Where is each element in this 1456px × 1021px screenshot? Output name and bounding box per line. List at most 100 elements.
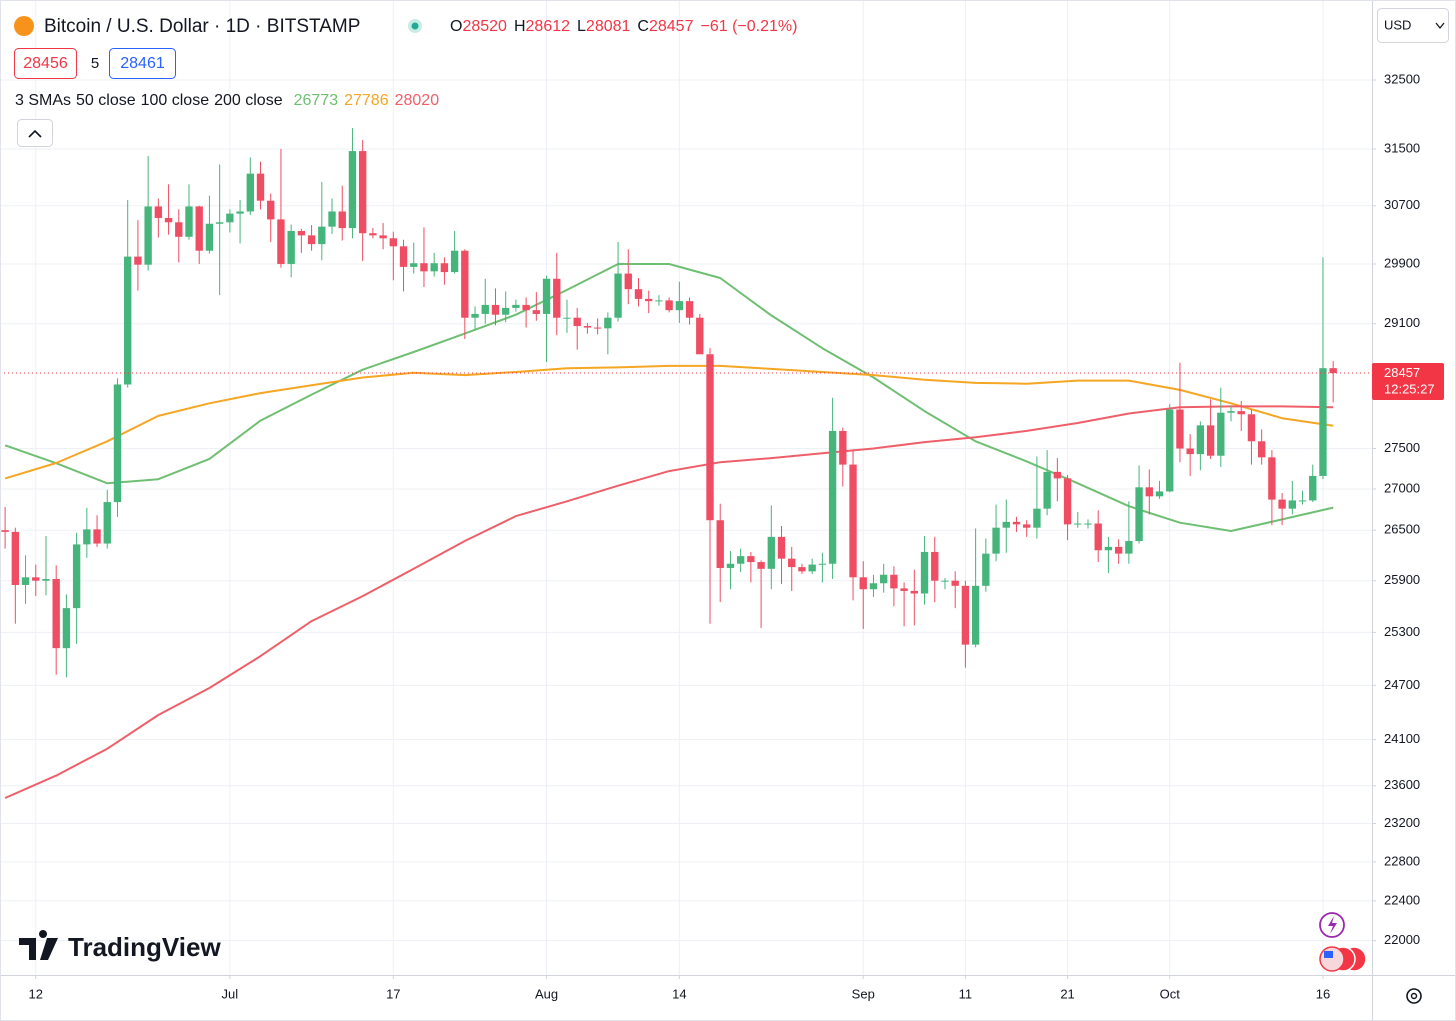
candle-body: [767, 536, 775, 569]
bid-box[interactable]: [14, 48, 77, 79]
candle-body: [522, 304, 530, 311]
candle-body: [410, 263, 418, 267]
candle-body: [328, 211, 336, 227]
ohlc-value: 28612: [526, 18, 571, 35]
y-tick-label: 22400: [1384, 892, 1420, 907]
candle-body: [348, 151, 357, 229]
candle-body: [1084, 523, 1092, 525]
candle-body: [818, 563, 827, 565]
y-tick-label: 24100: [1384, 731, 1420, 746]
y-tick-label: 24700: [1384, 677, 1420, 692]
candle-body: [1329, 368, 1337, 374]
candle-body: [103, 502, 111, 544]
y-tick-label: 29100: [1384, 315, 1420, 330]
candle-body: [21, 577, 30, 585]
overlay: 32500 31500 30700 29900 29100 27500 27000 26500…: [29, 71, 1444, 1001]
candle-body: [941, 580, 949, 582]
y-tick-label: 22800: [1384, 853, 1420, 868]
x-tick-label: Oct: [1160, 986, 1181, 1001]
candle-body: [675, 301, 684, 311]
candle-body: [1114, 546, 1123, 554]
ohlc-value: 28081: [586, 18, 631, 35]
candle-body: [491, 304, 500, 315]
candle-body: [1104, 546, 1113, 551]
candle-body: [869, 583, 878, 590]
candle-body: [1206, 425, 1215, 456]
candle-body: [542, 278, 551, 314]
candle-body: [389, 238, 397, 247]
candle-body: [685, 301, 694, 318]
candle-body: [1, 530, 9, 532]
candle-body: [1217, 412, 1225, 456]
brand-logo: [19, 930, 58, 960]
brand-name: TradingView: [68, 932, 221, 962]
candle-body: [1074, 523, 1082, 525]
candle-body: [267, 200, 275, 220]
candle-body: [992, 527, 1000, 554]
legend-value: 26773: [294, 92, 339, 109]
candle-body: [1186, 448, 1194, 455]
candle-body: [175, 222, 183, 237]
ohlc-key: L: [577, 18, 586, 35]
candle-body: [563, 317, 571, 319]
candle-body: [144, 206, 152, 265]
candle-body: [808, 564, 816, 572]
last-price-box: [1372, 363, 1444, 401]
candle-body: [72, 544, 81, 609]
legend-value: 27786: [344, 92, 389, 109]
candle-body: [573, 317, 581, 327]
x-tick-label: 17: [386, 986, 400, 1001]
settings-icon[interactable]: [1406, 988, 1422, 1004]
x-tick-label: 21: [1060, 986, 1074, 1001]
candle-body: [134, 256, 142, 265]
candle-body: [1012, 521, 1021, 525]
candle-body: [951, 580, 959, 586]
candle-body: [910, 590, 919, 594]
ask-price: 28461: [120, 55, 165, 72]
candle-body: [502, 307, 510, 315]
candle-body: [440, 263, 449, 273]
legend-entry: 50 close: [76, 92, 136, 109]
candle-body: [1063, 478, 1072, 525]
candle-body: [604, 317, 612, 329]
candle-body: [1309, 475, 1317, 501]
candle-body: [338, 211, 346, 229]
candle-body: [614, 273, 622, 318]
candle-body: [1298, 500, 1307, 502]
candle-body: [185, 206, 193, 237]
economic-icon[interactable]: [1319, 946, 1345, 972]
candle-body: [982, 553, 990, 586]
event-bolt: [1328, 916, 1337, 934]
candle-body: [900, 588, 908, 591]
candle-body: [1053, 471, 1062, 479]
candle-body: [1278, 499, 1286, 509]
candle-body: [215, 222, 224, 224]
collapse-button[interactable]: [17, 119, 53, 147]
candle-body: [532, 310, 541, 314]
bid-price: 28456: [23, 55, 68, 72]
candle-body: [1268, 457, 1276, 500]
x-tick-label: 12: [29, 986, 43, 1001]
y-tick-label: 23200: [1384, 815, 1420, 830]
x-tick-label: 14: [672, 986, 686, 1001]
candle-body: [1288, 500, 1296, 509]
y-tick-label: 27000: [1384, 480, 1420, 495]
candle-body: [226, 213, 234, 223]
candle-body: [195, 206, 203, 251]
candle-body: [839, 430, 847, 465]
settings-icon-center: [1410, 992, 1418, 1000]
candle-body: [318, 226, 326, 245]
x-tick-label: 16: [1316, 986, 1330, 1001]
y-tick-label: 25300: [1384, 624, 1420, 639]
legend-value: 28020: [395, 92, 440, 109]
ohlc-key: C: [637, 18, 649, 35]
candle-body: [1125, 541, 1133, 554]
currency-button[interactable]: [1377, 8, 1449, 43]
indicator-name: 3 SMAs: [15, 92, 71, 109]
x-tick-label: Sep: [852, 986, 875, 1001]
ask-box[interactable]: [109, 48, 176, 79]
candle-body: [1002, 521, 1010, 528]
candle-body: [1043, 471, 1051, 509]
candle-body: [399, 246, 408, 267]
candle-body: [757, 562, 765, 569]
